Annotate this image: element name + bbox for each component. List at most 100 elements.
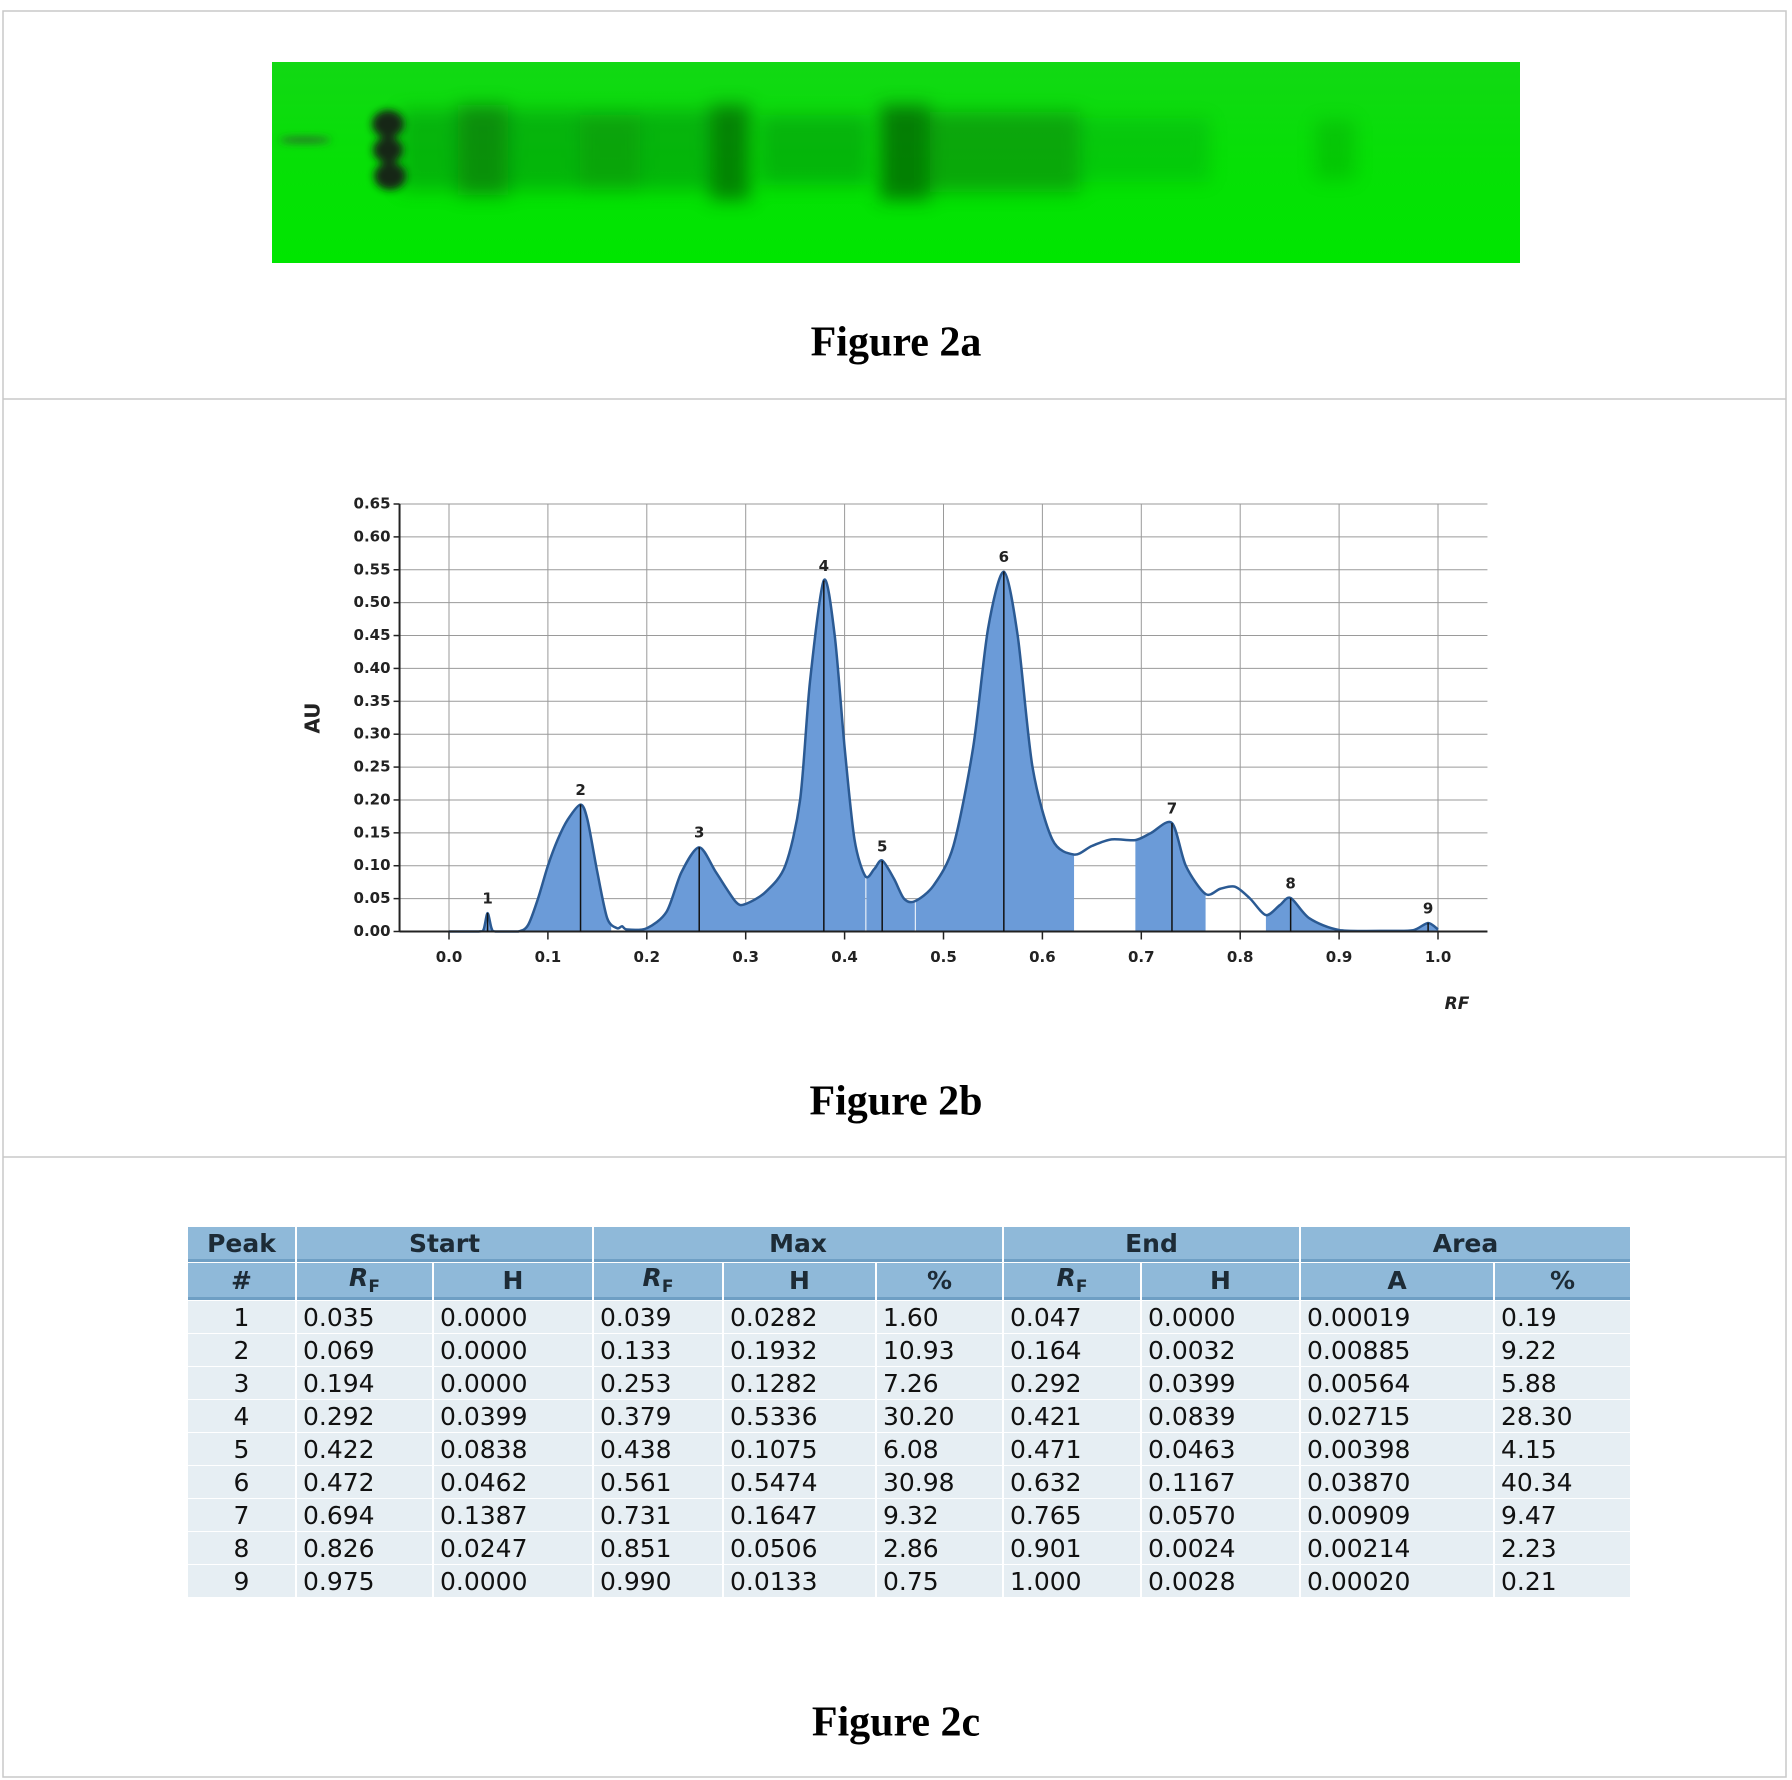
- header-text: %: [926, 1265, 953, 1295]
- table-cell: 0.0462: [434, 1466, 592, 1498]
- table-cell: 2.23: [1495, 1532, 1630, 1564]
- y-tick-label: 0.25: [354, 758, 391, 776]
- table-cell: 5.88: [1495, 1367, 1630, 1399]
- header-text: A: [1387, 1265, 1407, 1295]
- header-row: Peak Start Max End Area: [188, 1227, 1630, 1262]
- table-cell: 6: [188, 1466, 295, 1498]
- caption: Figure 2b: [809, 1079, 982, 1125]
- y-tick-label: 0.45: [354, 626, 391, 644]
- table-cell: 9: [188, 1565, 295, 1597]
- x-tick-label: 0.5: [930, 948, 957, 966]
- y-tick-label: 0.10: [354, 856, 391, 874]
- table-cell: 0.901: [1004, 1532, 1140, 1564]
- table-cell: 1.000: [1004, 1565, 1140, 1597]
- table-cell: 0.03870: [1301, 1466, 1493, 1498]
- y-tick-label: 0.60: [354, 527, 391, 545]
- group-header: Area: [1301, 1227, 1630, 1262]
- frame: [2, 10, 1787, 1778]
- table-cell: 1.60: [877, 1301, 1002, 1333]
- table-cell: 0.00214: [1301, 1532, 1493, 1564]
- table-cell: 8: [188, 1532, 295, 1564]
- table-cell: 0.0000: [1142, 1301, 1299, 1333]
- table-cell: 3: [188, 1367, 295, 1399]
- table-cell: 0.253: [594, 1367, 722, 1399]
- peak-table: Peak Start Max End Area # RF H RF H% RF H A% 1 0.035 0.…: [186, 1226, 1632, 1598]
- table-cell: 0.0282: [724, 1301, 875, 1333]
- table-cell: 0.0247: [434, 1532, 592, 1564]
- table-cell: 0.851: [594, 1532, 722, 1564]
- table-cell: 0.975: [297, 1565, 432, 1597]
- table-cell: 0.75: [877, 1565, 1002, 1597]
- peak-label: 2: [575, 781, 585, 799]
- header-subscript: F: [661, 1277, 674, 1297]
- table-row: 2 0.069 0.0000 0.133 0.1932 10.93 0.164 0.0032 0…: [188, 1334, 1630, 1366]
- table-cell: 5: [188, 1433, 295, 1465]
- group-header: Start: [297, 1227, 592, 1262]
- table-cell: 0.990: [594, 1565, 722, 1597]
- x-tick-label: 0.8: [1227, 948, 1254, 966]
- table-row: 8 0.826 0.0247 0.851 0.0506 2.86 0.901 0.0024 0.…: [188, 1532, 1630, 1564]
- table-cell: 7.26: [877, 1367, 1002, 1399]
- header-text: Peak: [207, 1228, 276, 1258]
- y-tick-label: 0.40: [354, 659, 391, 677]
- table-cell: 0.0000: [434, 1367, 592, 1399]
- table-row: 1 0.035 0.0000 0.039 0.0282 1.60 0.047 0.0000 0.…: [188, 1301, 1630, 1333]
- table-cell: 0.0399: [434, 1400, 592, 1432]
- table-cell: 0.0000: [434, 1334, 592, 1366]
- peak-label: 7: [1167, 800, 1177, 818]
- table-cell: 0.292: [297, 1400, 432, 1432]
- column-header: H: [724, 1263, 875, 1300]
- y-tick-label: 0.20: [354, 790, 391, 808]
- table-cell: 0.438: [594, 1433, 722, 1465]
- table-cell: 0.422: [297, 1433, 432, 1465]
- table-cell: 30.98: [877, 1466, 1002, 1498]
- column-header: %: [1495, 1263, 1630, 1300]
- table-cell: 0.00564: [1301, 1367, 1493, 1399]
- y-axis-label: AU: [301, 702, 325, 733]
- table-cell: 0.21: [1495, 1565, 1630, 1597]
- table-cell: 10.93: [877, 1334, 1002, 1366]
- x-axis-label: RF: [1445, 994, 1470, 1014]
- table-cell: 0.0839: [1142, 1400, 1299, 1432]
- table-cell: 0.1647: [724, 1499, 875, 1531]
- column-header: RF: [1004, 1263, 1140, 1300]
- table-row: 6 0.472 0.0462 0.561 0.5474 30.98 0.632 0.1167 0…: [188, 1466, 1630, 1498]
- table-cell: 0.194: [297, 1367, 432, 1399]
- table-cell: 0.421: [1004, 1400, 1140, 1432]
- table-cell: 0.0000: [434, 1301, 592, 1333]
- group-header: Max: [594, 1227, 1002, 1262]
- table-row: 4 0.292 0.0399 0.379 0.5336 30.20 0.421 0.0839 0…: [188, 1400, 1630, 1432]
- peak-label: 9: [1423, 899, 1433, 917]
- table-cell: 0.471: [1004, 1433, 1140, 1465]
- table-row: 5 0.422 0.0838 0.438 0.1075 6.08 0.471 0.0463 0.…: [188, 1433, 1630, 1465]
- header-subscript: F: [1075, 1277, 1088, 1297]
- table-cell: 9.22: [1495, 1334, 1630, 1366]
- table-cell: 0.826: [297, 1532, 432, 1564]
- header-text: #: [231, 1265, 252, 1295]
- table-cell: 0.731: [594, 1499, 722, 1531]
- table-cell: 0.694: [297, 1499, 432, 1531]
- column-header: H: [1142, 1263, 1299, 1300]
- table-row: 3 0.194 0.0000 0.253 0.1282 7.26 0.292 0.0399 0.…: [188, 1367, 1630, 1399]
- peak-label: 4: [819, 557, 829, 575]
- table-cell: 7: [188, 1499, 295, 1531]
- table-cell: 0.5474: [724, 1466, 875, 1498]
- peak-label: 3: [694, 824, 704, 842]
- table-cell: 0.00909: [1301, 1499, 1493, 1531]
- table-cell: 0.561: [594, 1466, 722, 1498]
- table-cell: 0.0032: [1142, 1334, 1299, 1366]
- table-cell: 0.0399: [1142, 1367, 1299, 1399]
- table-cell: 9.32: [877, 1499, 1002, 1531]
- table-cell: 0.1167: [1142, 1466, 1299, 1498]
- header-text: H: [789, 1265, 810, 1295]
- x-tick-label: 0.4: [831, 948, 858, 966]
- header-cell: #: [188, 1263, 295, 1300]
- y-tick-label: 0.00: [354, 922, 391, 940]
- table-cell: 0.164: [1004, 1334, 1140, 1366]
- x-tick-label: 0.6: [1029, 948, 1056, 966]
- header-text: H: [1210, 1265, 1231, 1295]
- table-cell: 30.20: [877, 1400, 1002, 1432]
- table-cell: 0.765: [1004, 1499, 1140, 1531]
